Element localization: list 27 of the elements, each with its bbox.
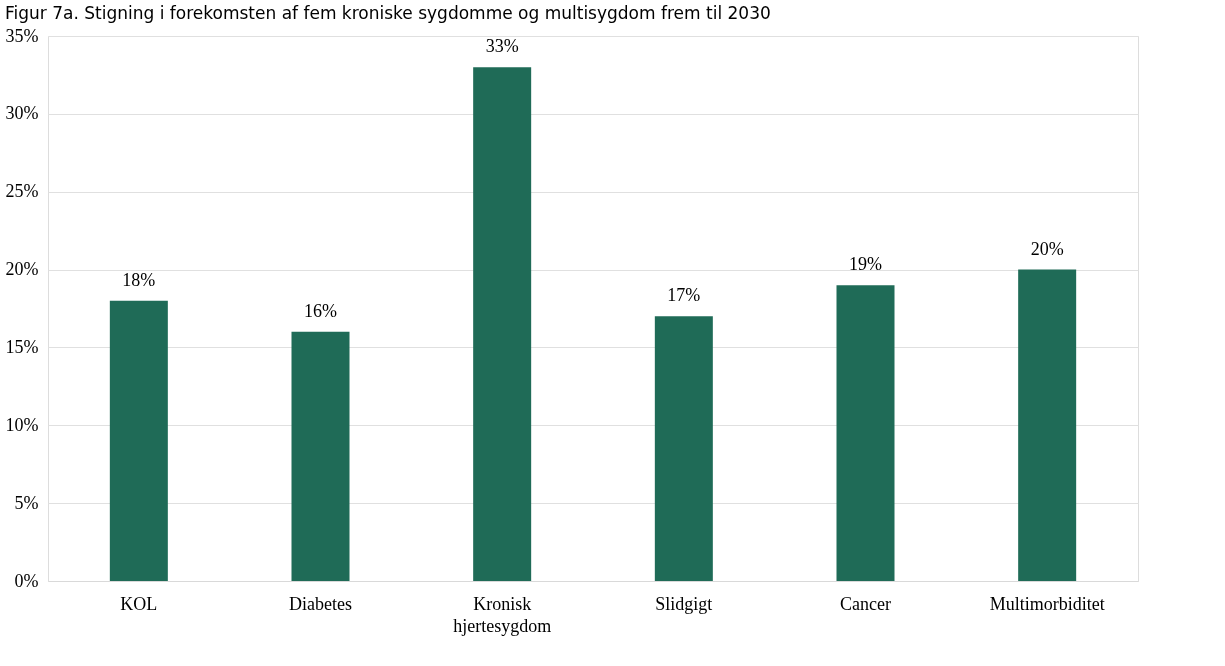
chart-title: Figur 7a. Stigning i forekomsten af fem kroniske sygdomme og multisygdom frem til 2030 xyxy=(5,3,771,23)
data-label: 33% xyxy=(485,36,519,57)
y-tick-label: 20% xyxy=(5,259,39,280)
bar xyxy=(1018,269,1077,581)
y-tick-label: 25% xyxy=(5,181,39,202)
bar xyxy=(291,331,350,581)
bar xyxy=(654,316,713,581)
x-tick-label: KOL xyxy=(120,593,158,614)
bar xyxy=(473,67,532,581)
data-label: 19% xyxy=(849,254,882,275)
x-tick-label: Diabetes xyxy=(289,593,352,614)
y-tick-label: 15% xyxy=(5,336,39,357)
data-label: 18% xyxy=(122,269,156,290)
y-tick-label: 10% xyxy=(5,414,39,435)
x-tick-label: Multimorbiditet xyxy=(989,593,1105,614)
x-tick-label: Cancer xyxy=(840,593,891,614)
y-tick-label: 0% xyxy=(14,570,39,591)
y-tick-label: 35% xyxy=(5,25,39,46)
y-tick-label: 5% xyxy=(14,492,39,513)
bar xyxy=(109,300,168,581)
bar xyxy=(836,285,895,581)
data-label: 16% xyxy=(304,300,337,321)
data-label: 20% xyxy=(1030,238,1064,259)
x-tick-label: Slidgigt xyxy=(655,593,713,614)
y-tick-label: 30% xyxy=(5,103,39,124)
x-tick-label: Kronisk hjertesygdom xyxy=(453,593,552,636)
data-label: 17% xyxy=(667,285,701,306)
